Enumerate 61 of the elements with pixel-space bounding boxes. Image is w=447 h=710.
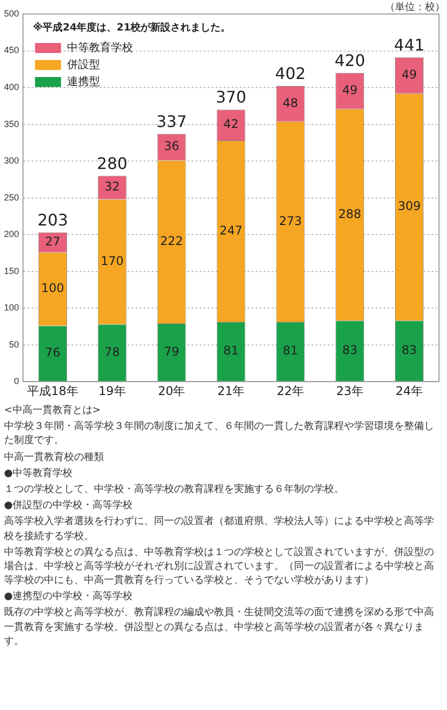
data-label: 81 [282,344,298,358]
y-tick-label: 50 [9,339,20,350]
data-label: 42 [223,117,239,132]
text: （単位：校） [385,0,445,14]
y-tick-label: 150 [4,266,20,276]
text: 高等学校入学者選抜を行わずに、同一の設置者（都道府県、学校法人等）による中学校と高等学校を接続する学校。 [4,515,435,544]
text: ●中等教育学校 [4,466,74,481]
data-label: 49 [402,68,417,82]
x-tick-label: 21年 [217,384,245,398]
legend-label: 中等教育学校 [67,40,134,54]
x-tick-label: 19年 [98,384,126,398]
data-label: 273 [278,214,302,228]
total-label: 203 [37,210,68,230]
text: 既存の中学校と高等学校が、教育課程の編成や教員・生徒間交流等の面で連携を深める形で中高一貫教育を実施する学校。併設型との異なる点は、中学校と高等学校の設置者が各々異なります。 [4,606,435,649]
data-label: 48 [282,96,298,110]
data-label: 309 [398,199,421,214]
total-label: 370 [216,88,246,107]
text: <中高一貫教育とは> [4,404,102,418]
data-label: 100 [41,281,64,296]
data-label: 83 [402,342,417,357]
y-tick-label: 450 [4,45,20,56]
text: ●連携型の中学校・高等学校 [4,590,134,604]
total-label: 280 [96,154,128,173]
data-label: 76 [45,346,60,360]
y-tick-label: 250 [4,192,20,202]
data-label: 27 [45,234,60,248]
data-label: 288 [338,206,362,221]
data-label: 49 [342,82,358,97]
y-tick-label: 400 [4,82,20,92]
y-tick-label: 350 [4,118,20,129]
data-label: 83 [342,342,358,357]
x-tick-label: 22年 [276,384,304,398]
data-label: 247 [220,223,242,238]
text: 中高一貫教育校の種類 [4,450,105,465]
annotation: ※平成24年度は、21校が新設されました。 [33,22,231,34]
total-label: 337 [156,112,187,131]
data-label: 81 [223,344,239,358]
x-tick-label: 平成18年 [27,384,78,398]
legend-label: 連携型 [67,74,100,88]
data-label: 36 [164,139,180,154]
data-label: 32 [104,180,120,194]
x-tick-label: 23年 [336,384,364,398]
total-label: 402 [275,64,306,84]
text: 中学校３年間・高等学校３年間の制度に加えて、６年間の一貫した教育課程や学習環境を整備した制度です。 [4,420,435,448]
y-tick-label: 200 [4,229,20,240]
legend-label: 併設型 [67,58,100,71]
text: 中等教育学校との異なる点は、中等教育学校は１つの学校として設置されていますが、併設型の場合は、中学校と高等学校がそれぞれ別に設置されています。（同一の設置者による中学校と高等学校の中にも、中高一貫教育を行っている学校と、そうでない学校があります） [4,546,435,588]
data-label: 78 [104,344,120,359]
text: ●併設型の中学校・高等学校 [4,499,134,514]
total-label: 420 [334,50,366,70]
y-tick-label: 0 [14,376,20,386]
y-tick-label: 500 [4,8,20,18]
text: １つの学校として、中学校・高等学校の教育課程を実施する６年制の学校。 [4,482,345,497]
x-tick-label: 24年 [396,384,423,398]
data-label: 170 [100,254,124,268]
y-tick-label: 300 [4,156,20,166]
y-tick-label: 100 [4,302,20,313]
x-tick-label: 20年 [158,384,186,398]
total-label: 441 [394,36,425,55]
data-label: 222 [160,234,184,248]
data-label: 79 [164,344,180,358]
